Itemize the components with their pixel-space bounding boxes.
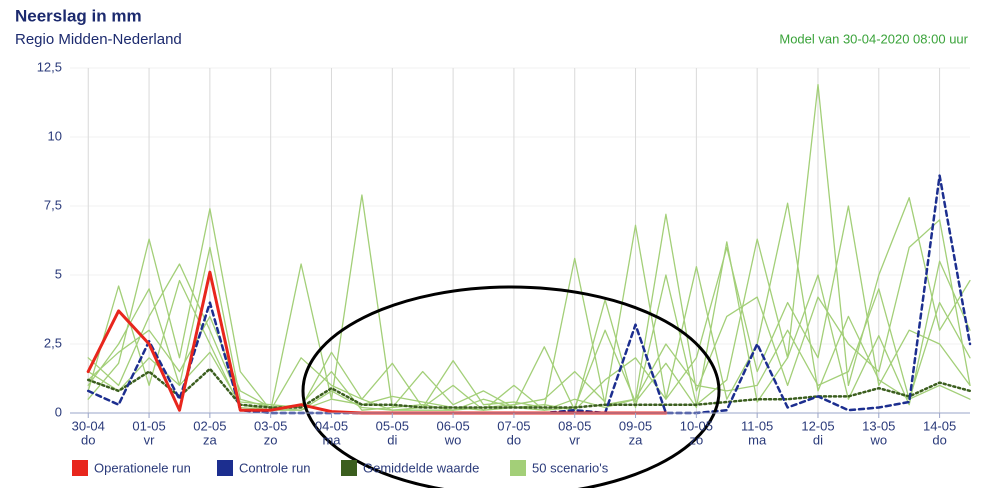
legend-label: Gemiddelde waarde xyxy=(363,460,479,475)
x-tick-label: 06-05 xyxy=(436,418,469,433)
legend-swatch xyxy=(510,460,526,476)
legend-label: 50 scenario's xyxy=(532,460,609,475)
y-tick-label: 7,5 xyxy=(44,197,62,212)
x-tick-label: 11-05 xyxy=(741,418,773,433)
chart-subtitle: Regio Midden-Nederland xyxy=(15,31,182,48)
x-tick-label: 10-05 xyxy=(680,418,713,433)
x-tick-day: di xyxy=(813,432,823,447)
x-tick-day: do xyxy=(932,432,946,447)
y-tick-label: 0 xyxy=(55,404,62,419)
x-tick-day: wo xyxy=(869,432,887,447)
x-tick-label: 08-05 xyxy=(558,418,591,433)
x-tick-day: zo xyxy=(264,432,278,447)
x-tick-label: 05-05 xyxy=(376,418,409,433)
legend-swatch xyxy=(72,460,88,476)
y-tick-label: 12,5 xyxy=(37,59,62,74)
series-line xyxy=(86,367,972,409)
series-line xyxy=(87,202,971,411)
y-tick-label: 10 xyxy=(48,128,62,143)
model-note: Model van 30-04-2020 08:00 uur xyxy=(779,31,968,46)
annotation-ellipse xyxy=(301,285,721,488)
x-tick-label: 09-05 xyxy=(619,418,652,433)
x-tick-day: vr xyxy=(569,432,581,447)
chart-title: Neerslag in mm xyxy=(15,6,142,25)
legend-label: Controle run xyxy=(239,460,311,475)
y-tick-label: 2,5 xyxy=(44,335,62,350)
y-tick-label: 5 xyxy=(55,266,62,281)
x-tick-label: 03-05 xyxy=(254,418,287,433)
x-tick-label: 01-05 xyxy=(132,418,165,433)
legend-swatch xyxy=(217,460,233,476)
x-tick-day: wo xyxy=(444,432,462,447)
x-tick-day: do xyxy=(507,432,521,447)
x-tick-day: zo xyxy=(689,432,703,447)
series-line xyxy=(87,205,971,411)
x-tick-label: 04-05 xyxy=(315,418,348,433)
legend-swatch xyxy=(341,460,357,476)
x-tick-day: ma xyxy=(322,432,341,447)
x-tick-day: di xyxy=(387,432,397,447)
x-tick-label: 14-05 xyxy=(923,418,956,433)
plot xyxy=(86,83,972,415)
x-tick-day: vr xyxy=(144,432,156,447)
legend-label: Operationele run xyxy=(94,460,191,475)
x-tick-label: 12-05 xyxy=(801,418,834,433)
x-tick-day: do xyxy=(81,432,95,447)
x-tick-day: za xyxy=(203,432,218,447)
axes: 02,557,51012,530-04do01-05vr02-05za03-05… xyxy=(37,59,970,476)
x-tick-label: 30-04 xyxy=(72,418,105,433)
x-tick-day: za xyxy=(629,432,644,447)
x-tick-label: 13-05 xyxy=(862,418,895,433)
series-line xyxy=(87,288,971,411)
x-tick-label: 07-05 xyxy=(497,418,530,433)
grid xyxy=(70,67,970,413)
x-tick-label: 02-05 xyxy=(193,418,226,433)
x-tick-day: ma xyxy=(748,432,767,447)
series-line xyxy=(87,83,971,411)
